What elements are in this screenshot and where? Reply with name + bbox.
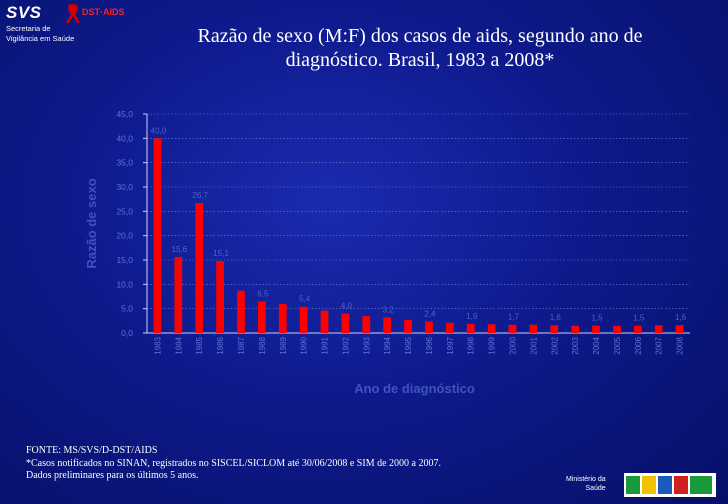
x-tick-label: 2001 bbox=[529, 336, 538, 354]
data-label: 2,4 bbox=[424, 309, 436, 318]
aids-ribbon-logo: DST·AIDS bbox=[66, 4, 125, 23]
footer-preliminary: Dados preliminares para os últimos 5 ano… bbox=[26, 470, 199, 481]
chart-title-line1: Razão de sexo (M:F) dos casos de aids, s… bbox=[197, 25, 643, 47]
bar bbox=[550, 325, 559, 333]
y-tick-label: 30,0 bbox=[116, 182, 133, 192]
ministerio-label: Ministério da Saúde bbox=[566, 475, 606, 493]
x-tick-label: 1984 bbox=[174, 336, 183, 354]
svs-subtitle-2: Vigilância em Saúde bbox=[6, 34, 75, 43]
svs-subtitle-1: Secretaria de bbox=[6, 24, 51, 33]
bar bbox=[195, 203, 204, 333]
chart-title: Razão de sexo (M:F) dos casos de aids, s… bbox=[100, 24, 728, 72]
y-tick-label: 25,0 bbox=[116, 206, 133, 216]
bar bbox=[383, 317, 392, 333]
bar bbox=[613, 325, 621, 333]
bar bbox=[299, 306, 308, 333]
brasil-government-logo bbox=[624, 473, 716, 497]
y-tick-label: 5,0 bbox=[121, 304, 133, 314]
x-tick-label: 1987 bbox=[237, 336, 246, 354]
bar bbox=[592, 325, 600, 333]
ministerio-label-2: Saúde bbox=[585, 485, 606, 492]
bar bbox=[320, 310, 329, 333]
bar bbox=[174, 257, 183, 333]
data-label: 4,0 bbox=[341, 302, 353, 311]
y-tick-label: 15,0 bbox=[116, 255, 133, 265]
data-label: 6,5 bbox=[257, 289, 269, 298]
x-tick-label: 2005 bbox=[613, 336, 622, 354]
x-tick-label: 1996 bbox=[425, 336, 434, 354]
data-label: 1,5 bbox=[591, 314, 603, 323]
bar bbox=[237, 290, 245, 333]
bar bbox=[404, 319, 412, 333]
bar bbox=[487, 324, 496, 333]
x-tick-label: 1993 bbox=[362, 336, 371, 354]
data-label: 15,6 bbox=[172, 245, 188, 254]
data-label: 1,9 bbox=[466, 312, 478, 321]
bar bbox=[425, 321, 433, 333]
dst-logo-text: DST·AIDS bbox=[82, 7, 125, 17]
chart-title-line2: diagnóstico. Brasil, 1983 a 2008* bbox=[285, 49, 555, 71]
bar bbox=[466, 323, 475, 333]
x-tick-label: 1986 bbox=[216, 336, 225, 354]
data-label: 3,2 bbox=[383, 305, 395, 314]
bar bbox=[654, 325, 663, 333]
footer-source: FONTE: MS/SVS/D-DST/AIDS bbox=[26, 445, 158, 456]
bar bbox=[341, 313, 350, 333]
footer: FONTE: MS/SVS/D-DST/AIDS *Casos notifica… bbox=[26, 445, 441, 483]
y-tick-label: 10,0 bbox=[116, 279, 133, 289]
x-axis-title: Ano de diagnóstico bbox=[354, 381, 475, 396]
footer-note: *Casos notificados no SINAN, registrados… bbox=[26, 457, 441, 469]
bar bbox=[216, 260, 224, 333]
data-label: 1,6 bbox=[675, 313, 687, 322]
svs-logo-text: SVS bbox=[6, 3, 42, 22]
bar bbox=[675, 325, 684, 333]
y-tick-label: 0,0 bbox=[121, 328, 133, 338]
y-tick-label: 35,0 bbox=[116, 158, 133, 168]
data-label: 1,5 bbox=[633, 314, 645, 323]
bar bbox=[362, 315, 371, 333]
x-tick-label: 2002 bbox=[550, 336, 559, 354]
bar bbox=[571, 325, 579, 333]
y-tick-label: 45,0 bbox=[116, 109, 133, 119]
data-label: 26,7 bbox=[192, 191, 208, 200]
y-tick-label: 40,0 bbox=[116, 133, 133, 143]
x-tick-label: 1994 bbox=[383, 336, 392, 354]
y-tick-label: 20,0 bbox=[116, 231, 133, 241]
data-label: 15,1 bbox=[213, 249, 229, 258]
x-tick-label: 1995 bbox=[404, 336, 413, 354]
svs-logo: SVS Secretaria de Vigilância em Saúde bbox=[6, 3, 74, 43]
y-axis-title: Razão de sexo bbox=[84, 178, 99, 268]
bar bbox=[633, 325, 642, 333]
x-tick-label: 1998 bbox=[467, 336, 476, 354]
bar bbox=[278, 303, 287, 333]
x-tick-label: 2000 bbox=[508, 336, 517, 354]
data-label: 5,4 bbox=[299, 295, 311, 304]
x-tick-label: 1997 bbox=[446, 336, 455, 354]
x-tick-label: 1985 bbox=[195, 336, 204, 354]
x-tick-label: 1991 bbox=[321, 336, 330, 354]
bar bbox=[529, 324, 538, 333]
data-label: 40,0 bbox=[151, 126, 167, 135]
bar bbox=[445, 322, 454, 333]
bar bbox=[153, 138, 162, 333]
x-tick-label: 2004 bbox=[592, 336, 601, 354]
x-tick-label: 1992 bbox=[341, 336, 350, 354]
x-tick-label: 1983 bbox=[153, 336, 162, 354]
x-tick-label: 2008 bbox=[676, 336, 685, 354]
x-tick-label: 1989 bbox=[279, 336, 288, 354]
x-tick-label: 2007 bbox=[655, 336, 664, 354]
x-tick-label: 1990 bbox=[300, 336, 309, 354]
bar bbox=[258, 301, 266, 333]
data-label: 1,7 bbox=[508, 313, 520, 322]
bar bbox=[508, 324, 517, 333]
ministerio-label-1: Ministério da bbox=[566, 476, 606, 483]
x-tick-label: 2006 bbox=[634, 336, 643, 354]
x-tick-label: 1988 bbox=[258, 336, 267, 354]
x-tick-label: 2003 bbox=[571, 336, 580, 354]
x-tick-label: 1999 bbox=[488, 336, 497, 354]
data-label: 1,6 bbox=[550, 313, 562, 322]
